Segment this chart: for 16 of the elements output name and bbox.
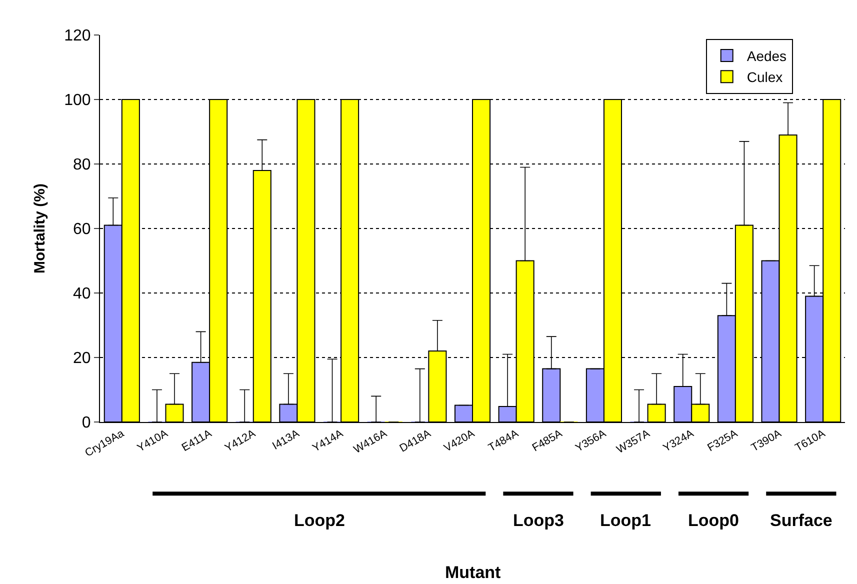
text: Mutant	[445, 563, 502, 582]
legend-label: Aedes	[746, 48, 787, 64]
y-tick-label: 120	[64, 28, 91, 45]
y-tick-label: 0	[82, 414, 91, 432]
y-tick-label: 40	[73, 286, 91, 303]
text: Loop3	[513, 511, 564, 530]
y-tick-label: 60	[73, 221, 91, 238]
legend-label: Culex	[746, 69, 783, 86]
y-tick-label: 80	[73, 156, 91, 174]
text: Loop2	[294, 511, 345, 530]
y-tick-label: 100	[64, 92, 91, 110]
text: Loop1	[600, 511, 651, 530]
y-axis-title: Mortality (%)	[31, 183, 48, 274]
text: Surface	[770, 511, 832, 530]
text: Loop0	[688, 511, 739, 530]
y-tick-label: 20	[73, 350, 91, 368]
